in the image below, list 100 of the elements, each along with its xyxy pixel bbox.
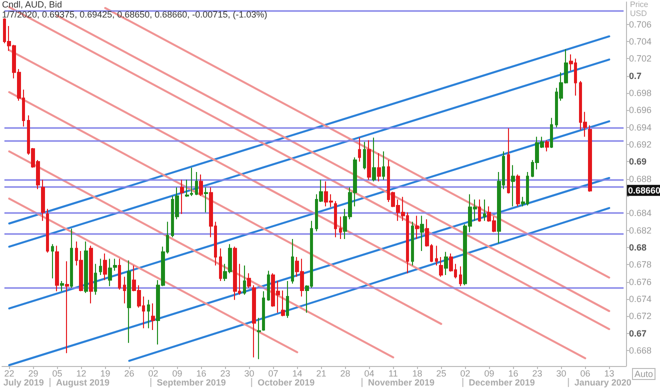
candlestick [89, 245, 93, 304]
x-tick-label: 12 [76, 368, 86, 378]
candlestick [483, 198, 486, 222]
candlestick [51, 244, 54, 279]
x-tick-label: 21 [316, 368, 326, 378]
candlestick [99, 258, 102, 276]
y-axis-title: Price USD [630, 0, 650, 18]
y-tick-label: 0.682 [629, 225, 652, 236]
candlestick [267, 270, 270, 302]
y-tick-label: 0.688 [629, 174, 652, 184]
candlestick [65, 260, 69, 354]
text: December 2019 [468, 378, 535, 388]
text: October 2019 [258, 378, 315, 388]
x-tick-label: 19 [100, 368, 110, 378]
candlestick [459, 266, 462, 287]
candlestick [339, 216, 342, 240]
candlestick [180, 179, 184, 215]
x-tick-label: 09 [484, 368, 494, 378]
x-tick-label: 02 [460, 368, 470, 378]
x-tick-label: 04 [364, 368, 374, 378]
text: January 2020 [574, 378, 632, 388]
x-tick-label: 13 [604, 368, 614, 378]
candlestick [377, 152, 381, 182]
candlestick [55, 245, 59, 292]
candlestick [478, 198, 481, 222]
x-tick-label: 29 [28, 368, 38, 378]
y-tick-label: 0.668 [629, 346, 652, 356]
candlestick [46, 208, 49, 254]
x-tick-label: 23 [532, 368, 542, 378]
x-tick-label: 28 [340, 368, 350, 378]
candlestick [588, 124, 592, 192]
candlestick [243, 265, 246, 296]
candlestick [286, 280, 289, 318]
y-tick-label: 0.684 [629, 208, 652, 218]
candlestick [252, 284, 256, 358]
chart-title: Cndl, AUD, Bid [2, 0, 62, 10]
candlestick [545, 140, 549, 152]
y-tick-label: 0.672 [629, 311, 652, 322]
candlestick [199, 174, 203, 197]
x-tick-label: 05 [52, 368, 62, 378]
candlestick [84, 241, 88, 294]
x-tick-label: 09 [172, 368, 182, 378]
candlestick [281, 290, 285, 317]
candlestick [262, 290, 265, 332]
candlestick [233, 246, 237, 300]
x-tick-label: 02 [148, 368, 158, 378]
x-tick-label: 30 [556, 368, 566, 378]
candlestick [123, 276, 126, 304]
candlestick [363, 141, 366, 170]
candlestick [516, 174, 520, 207]
y-tick-label: 0.704 [629, 36, 652, 46]
text: July 2019 [3, 378, 44, 388]
x-tick-label: 26 [124, 368, 134, 378]
candlestick [367, 140, 371, 180]
candlestick [257, 317, 261, 360]
candlestick [94, 263, 97, 296]
y-tick-label: 0.68 [629, 242, 647, 253]
candlestick [127, 260, 131, 344]
candlestick [219, 248, 222, 282]
x-tick-label: 25 [436, 368, 446, 378]
x-tick-label: 11 [388, 368, 398, 378]
text: August 2019 [56, 378, 110, 388]
text: September 2019 [156, 378, 226, 388]
x-tick-label: 07 [268, 368, 278, 378]
x-tick-label: 16 [196, 368, 206, 378]
text: 0.68660 [628, 185, 660, 196]
y-tick-label: 0.678 [629, 260, 652, 270]
candlestick [372, 137, 376, 182]
candlestick [41, 179, 45, 222]
y-tick-label: 0.676 [629, 276, 652, 287]
x-tick-label: 14 [292, 368, 302, 378]
candlestick [291, 238, 294, 284]
candlestick [147, 299, 150, 329]
y-tick-label: 0.67 [629, 328, 647, 338]
y-tick-label: 0.694 [629, 122, 652, 132]
x-tick-label: 06 [580, 368, 590, 378]
x-tick-label: 23 [220, 368, 230, 378]
y-tick-label: 0.698 [629, 88, 652, 98]
candlestick [382, 150, 385, 180]
text: 1/7/2020, 0.69375, 0.69425, 0.68650, 0.68660, -0.00715, (-1.03%) [2, 10, 268, 20]
x-tick-label: 22 [4, 368, 14, 378]
candlestick [151, 302, 155, 330]
candlestick [511, 164, 515, 207]
x-tick-label: 16 [508, 368, 518, 378]
y-tick-label: 0.696 [629, 105, 652, 116]
y-tick-label: 0.702 [629, 54, 652, 64]
text: Auto [634, 369, 654, 379]
candlestick [507, 128, 510, 194]
candlestick [60, 280, 64, 292]
y-tick-label: 0.692 [629, 140, 652, 150]
candlestick [334, 200, 337, 238]
text: November 2019 [368, 378, 435, 388]
y-tick-label: 0.7 [629, 70, 642, 81]
candlestick [415, 215, 419, 240]
candlestick [103, 253, 107, 281]
candlestick [444, 251, 448, 276]
candlestick [118, 258, 121, 290]
candlestick [247, 272, 251, 288]
candlestick [358, 137, 361, 162]
x-tick-label: 18 [412, 368, 422, 378]
